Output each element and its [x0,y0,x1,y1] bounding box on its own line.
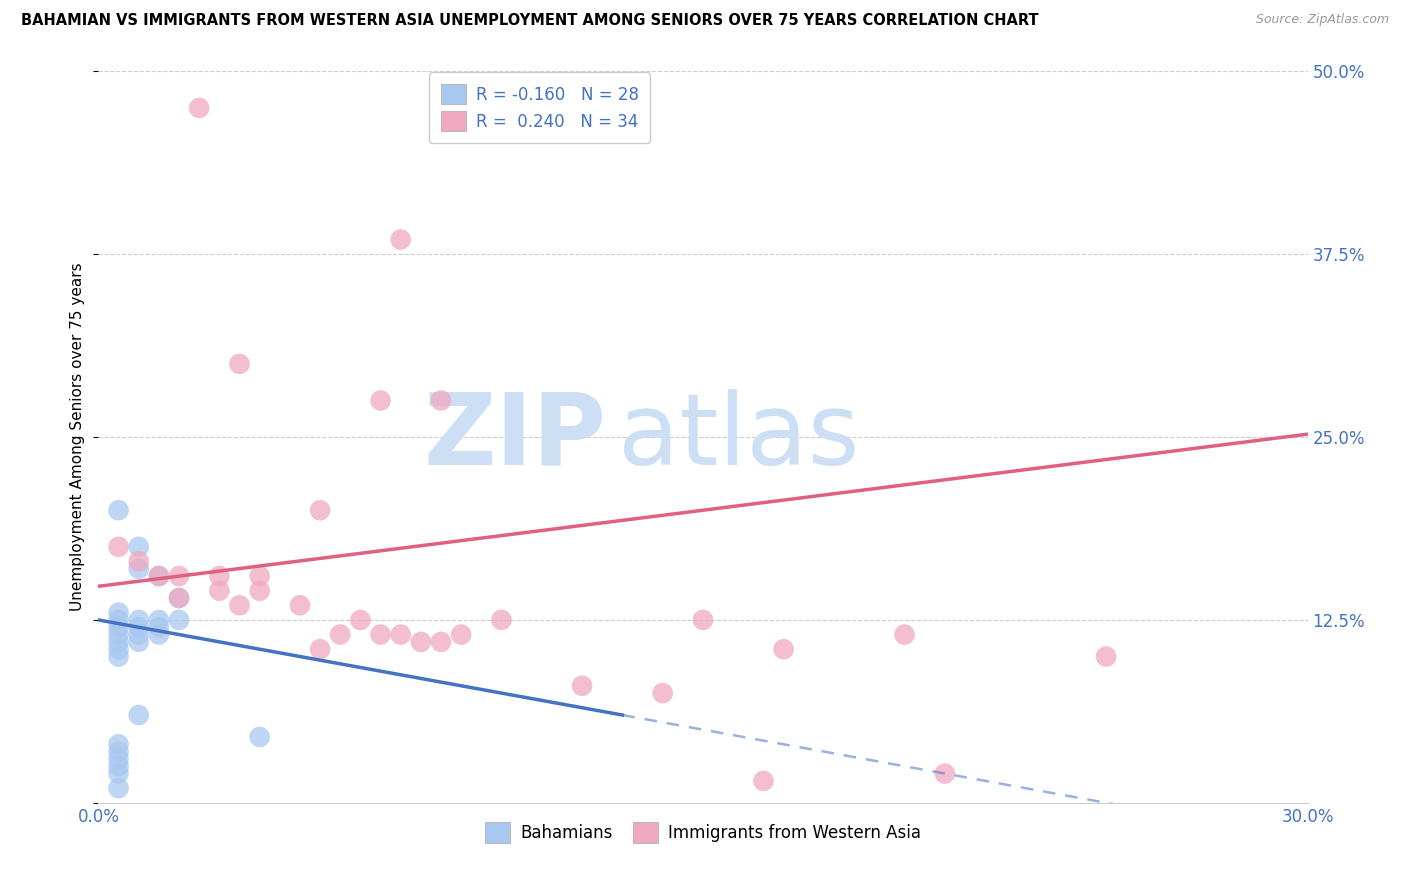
Point [107,781,129,796]
Text: ZIP: ZIP [423,389,606,485]
Y-axis label: Unemployment Among Seniors over 75 years: Unemployment Among Seniors over 75 years [70,263,86,611]
Point [752,773,775,788]
Point [167,591,190,605]
Point [309,642,332,657]
Point [651,686,673,700]
Point [288,599,311,613]
Point [249,569,271,583]
Point [491,613,513,627]
Point [893,627,915,641]
Point [107,737,129,751]
Point [228,357,250,371]
Point [349,613,371,627]
Point [571,679,593,693]
Point [107,627,129,641]
Point [934,766,956,780]
Point [107,752,129,766]
Point [167,569,190,583]
Point [128,613,150,627]
Point [107,540,129,554]
Point [409,635,432,649]
Point [148,620,170,634]
Point [107,635,129,649]
Point [208,583,231,598]
Point [1095,649,1118,664]
Point [148,569,170,583]
Point [430,393,453,408]
Point [389,627,412,641]
Point [107,620,129,634]
Point [128,635,150,649]
Point [389,233,412,247]
Point [249,583,271,598]
Point [309,503,332,517]
Point [128,708,150,723]
Point [107,613,129,627]
Point [107,606,129,620]
Point [148,627,170,641]
Text: BAHAMIAN VS IMMIGRANTS FROM WESTERN ASIA UNEMPLOYMENT AMONG SENIORS OVER 75 YEAR: BAHAMIAN VS IMMIGRANTS FROM WESTERN ASIA… [21,13,1039,29]
Point [249,730,271,744]
Point [370,627,392,641]
Point [107,503,129,517]
Point [167,613,190,627]
Point [208,569,231,583]
Point [107,642,129,657]
Point [370,393,392,408]
Point [692,613,714,627]
Point [167,591,190,605]
Point [228,599,250,613]
Point [430,635,453,649]
Text: Source: ZipAtlas.com: Source: ZipAtlas.com [1256,13,1389,27]
Point [128,627,150,641]
Point [188,101,211,115]
Point [128,554,150,568]
Point [148,613,170,627]
Point [128,620,150,634]
Point [128,540,150,554]
Point [107,766,129,780]
Text: atlas: atlas [619,389,860,485]
Point [772,642,794,657]
Point [128,562,150,576]
Point [107,745,129,759]
Point [107,649,129,664]
Legend: Bahamians, Immigrants from Western Asia: Bahamians, Immigrants from Western Asia [478,815,928,849]
Point [450,627,472,641]
Point [107,759,129,773]
Point [148,569,170,583]
Point [329,627,352,641]
